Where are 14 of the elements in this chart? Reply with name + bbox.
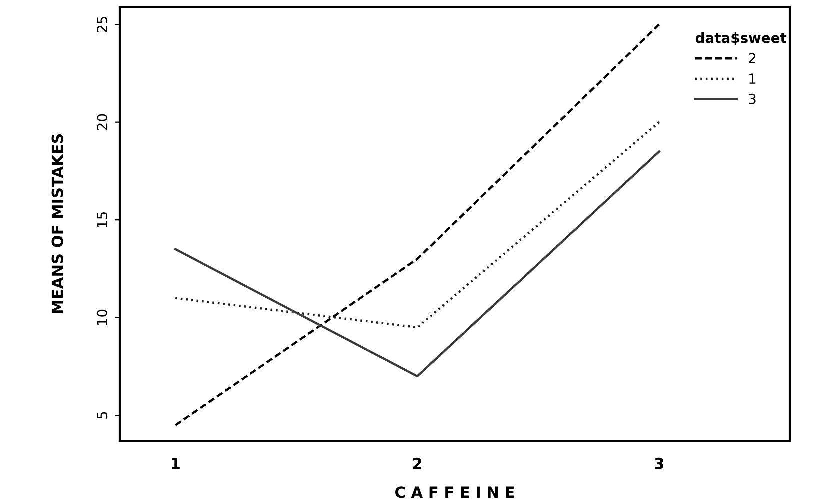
- x-tick-label: 1: [172, 458, 180, 470]
- y-axis-title: MEANS OF MISTAKES: [52, 134, 64, 314]
- x-tick-label: 2: [413, 458, 422, 470]
- y-tick-label: 15: [97, 212, 108, 228]
- legend-label: 2: [749, 53, 756, 64]
- y-tick-label: 25: [97, 16, 108, 32]
- y-tick-label: 5: [97, 412, 108, 419]
- legend-title: data$sweet: [696, 32, 787, 46]
- x-tick-label: 3: [655, 458, 664, 470]
- y-tick-label: 10: [97, 310, 108, 326]
- legend-label: 3: [749, 94, 756, 104]
- y-tick-label: 20: [97, 114, 108, 130]
- x-axis-title: C A F F E I N E: [396, 486, 514, 498]
- legend-label: 1: [750, 74, 756, 84]
